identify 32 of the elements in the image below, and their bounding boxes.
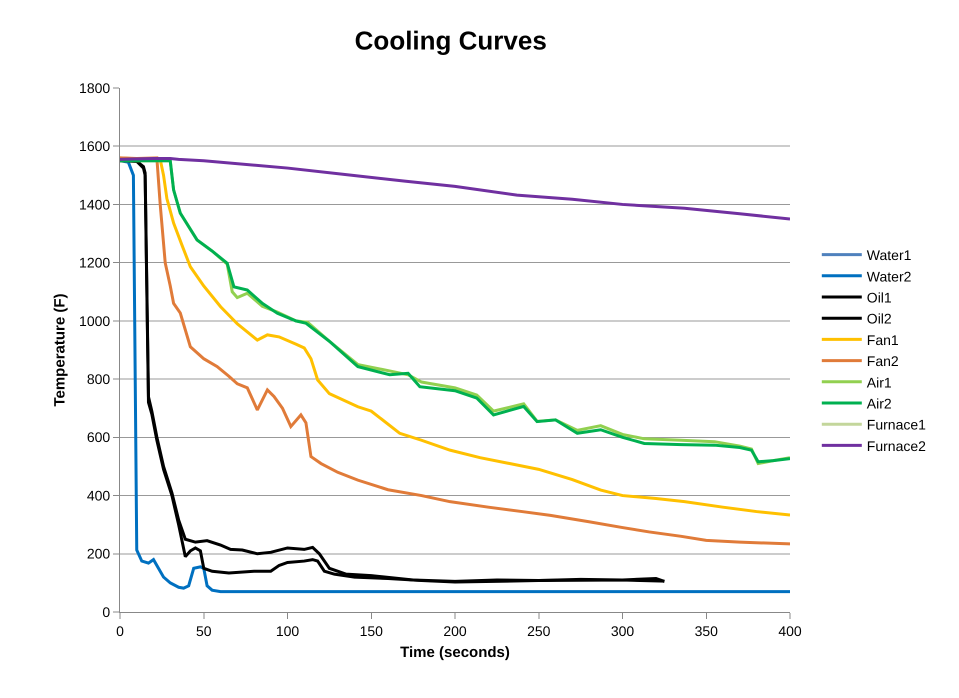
y-tick-label: 1000 xyxy=(79,312,110,329)
y-tick-label: 400 xyxy=(86,487,110,504)
y-tick-label: 1400 xyxy=(79,196,110,212)
legend-label: Furnace2 xyxy=(866,438,926,454)
y-axis-title: Temperature (F) xyxy=(51,293,68,407)
x-tick-label: 400 xyxy=(778,622,802,639)
legend-label: Water2 xyxy=(866,268,912,284)
y-tick-label: 800 xyxy=(86,371,110,388)
legend-label: Air1 xyxy=(866,374,892,390)
x-tick-label: 100 xyxy=(276,622,300,639)
legend-label: Furnace1 xyxy=(866,416,926,433)
legend-label: Oil1 xyxy=(866,289,892,306)
x-tick-label: 0 xyxy=(116,622,124,639)
legend-label: Air2 xyxy=(866,395,892,412)
y-tick-label: 200 xyxy=(86,546,110,562)
legend-label: Fan1 xyxy=(866,332,899,348)
legend-label: Oil2 xyxy=(866,310,892,327)
x-tick-label: 50 xyxy=(196,622,212,639)
legend-label: Fan2 xyxy=(866,353,899,370)
y-tick-label: 600 xyxy=(86,429,110,446)
x-tick-label: 150 xyxy=(360,622,384,639)
chart-title: Cooling Curves xyxy=(354,26,547,56)
x-axis-title: Time (seconds) xyxy=(400,644,510,661)
x-tick-label: 200 xyxy=(443,622,467,639)
y-tick-label: 1200 xyxy=(79,254,110,271)
y-tick-label: 1600 xyxy=(79,138,110,154)
y-tick-label: 1800 xyxy=(79,80,110,96)
y-tick-label: 0 xyxy=(102,604,110,620)
x-tick-label: 350 xyxy=(694,622,718,639)
legend-label: Water1 xyxy=(866,247,912,264)
x-tick-label: 250 xyxy=(527,622,551,639)
x-tick-label: 300 xyxy=(610,622,634,639)
